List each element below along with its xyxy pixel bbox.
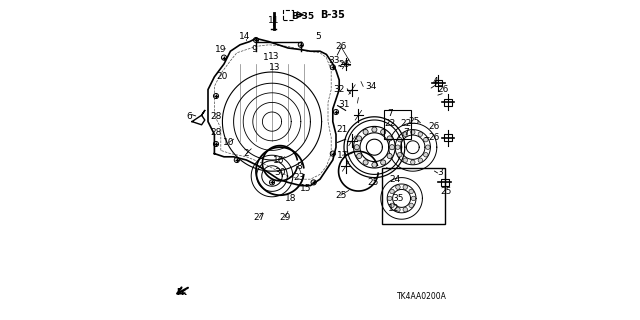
Text: 14: 14 (239, 32, 250, 41)
Circle shape (396, 145, 400, 149)
Text: 15: 15 (300, 184, 311, 193)
Bar (384, 110, 412, 139)
Text: 13: 13 (268, 52, 279, 60)
Circle shape (418, 158, 422, 163)
Circle shape (387, 154, 392, 159)
Text: 27: 27 (253, 213, 265, 222)
Text: 16: 16 (273, 156, 284, 164)
Text: 22: 22 (401, 119, 412, 128)
Text: 24: 24 (390, 175, 401, 184)
Text: 21: 21 (337, 125, 348, 134)
Circle shape (403, 158, 408, 163)
Bar (383, 168, 445, 224)
Text: 23: 23 (294, 173, 305, 182)
Bar (435, 80, 442, 86)
Text: 6: 6 (186, 112, 191, 121)
Text: 25: 25 (409, 117, 420, 126)
Circle shape (397, 138, 402, 142)
Bar (444, 99, 452, 106)
Text: 25: 25 (367, 178, 378, 187)
Text: 11: 11 (268, 16, 279, 25)
Circle shape (355, 145, 360, 150)
Circle shape (390, 203, 394, 208)
Text: 26: 26 (438, 85, 449, 94)
Circle shape (387, 136, 392, 141)
Circle shape (390, 189, 394, 194)
Text: 5: 5 (316, 32, 321, 41)
Text: 1: 1 (263, 53, 268, 62)
Circle shape (424, 153, 428, 157)
Text: 26: 26 (339, 60, 349, 68)
Circle shape (363, 160, 368, 165)
Circle shape (388, 196, 392, 201)
Circle shape (409, 203, 413, 208)
Circle shape (403, 132, 408, 136)
Circle shape (372, 162, 377, 167)
Text: 34: 34 (365, 82, 377, 91)
Text: 19: 19 (215, 45, 227, 54)
Circle shape (381, 160, 386, 165)
Bar (444, 134, 452, 141)
Circle shape (363, 129, 368, 134)
Circle shape (372, 127, 377, 132)
Circle shape (381, 129, 386, 134)
Text: 25: 25 (335, 191, 346, 200)
Circle shape (403, 207, 408, 212)
Text: 35: 35 (393, 194, 404, 203)
Text: 9: 9 (252, 45, 257, 54)
Circle shape (403, 185, 408, 189)
Text: 3: 3 (437, 168, 443, 177)
Text: 26: 26 (335, 42, 346, 51)
Text: 26: 26 (428, 122, 439, 131)
Text: 4: 4 (433, 77, 438, 86)
Text: Fr.: Fr. (177, 288, 188, 297)
Circle shape (397, 152, 402, 157)
Circle shape (396, 207, 400, 212)
Text: 8: 8 (296, 162, 302, 171)
Bar (441, 179, 449, 186)
Circle shape (418, 132, 422, 136)
Circle shape (411, 130, 415, 134)
Text: B-35: B-35 (291, 12, 314, 21)
Text: 17: 17 (337, 151, 348, 160)
Circle shape (356, 136, 362, 141)
Circle shape (426, 145, 430, 149)
Text: 29: 29 (279, 213, 291, 222)
Text: 30: 30 (275, 168, 285, 177)
Text: 20: 20 (217, 72, 228, 81)
Circle shape (356, 153, 362, 158)
Text: 33: 33 (329, 56, 340, 65)
Text: 22: 22 (385, 119, 396, 128)
Text: 26: 26 (428, 133, 439, 142)
Text: B-35: B-35 (320, 10, 345, 20)
Circle shape (389, 145, 394, 150)
Text: 28: 28 (211, 128, 221, 137)
Text: 7: 7 (404, 128, 409, 137)
Text: TK4AA0200A: TK4AA0200A (397, 292, 447, 301)
Text: 28: 28 (211, 112, 221, 121)
Circle shape (409, 189, 413, 194)
Circle shape (424, 138, 428, 142)
Text: 13: 13 (269, 63, 281, 72)
Circle shape (411, 160, 415, 164)
Text: 10: 10 (223, 138, 234, 147)
Circle shape (396, 185, 400, 189)
Text: 25: 25 (441, 188, 452, 196)
Text: 18: 18 (285, 194, 297, 203)
Text: 12: 12 (388, 204, 399, 212)
Text: 7: 7 (388, 109, 393, 118)
Circle shape (412, 196, 416, 201)
Text: 32: 32 (333, 85, 345, 94)
Text: 2: 2 (244, 149, 249, 158)
Text: 31: 31 (339, 100, 349, 108)
